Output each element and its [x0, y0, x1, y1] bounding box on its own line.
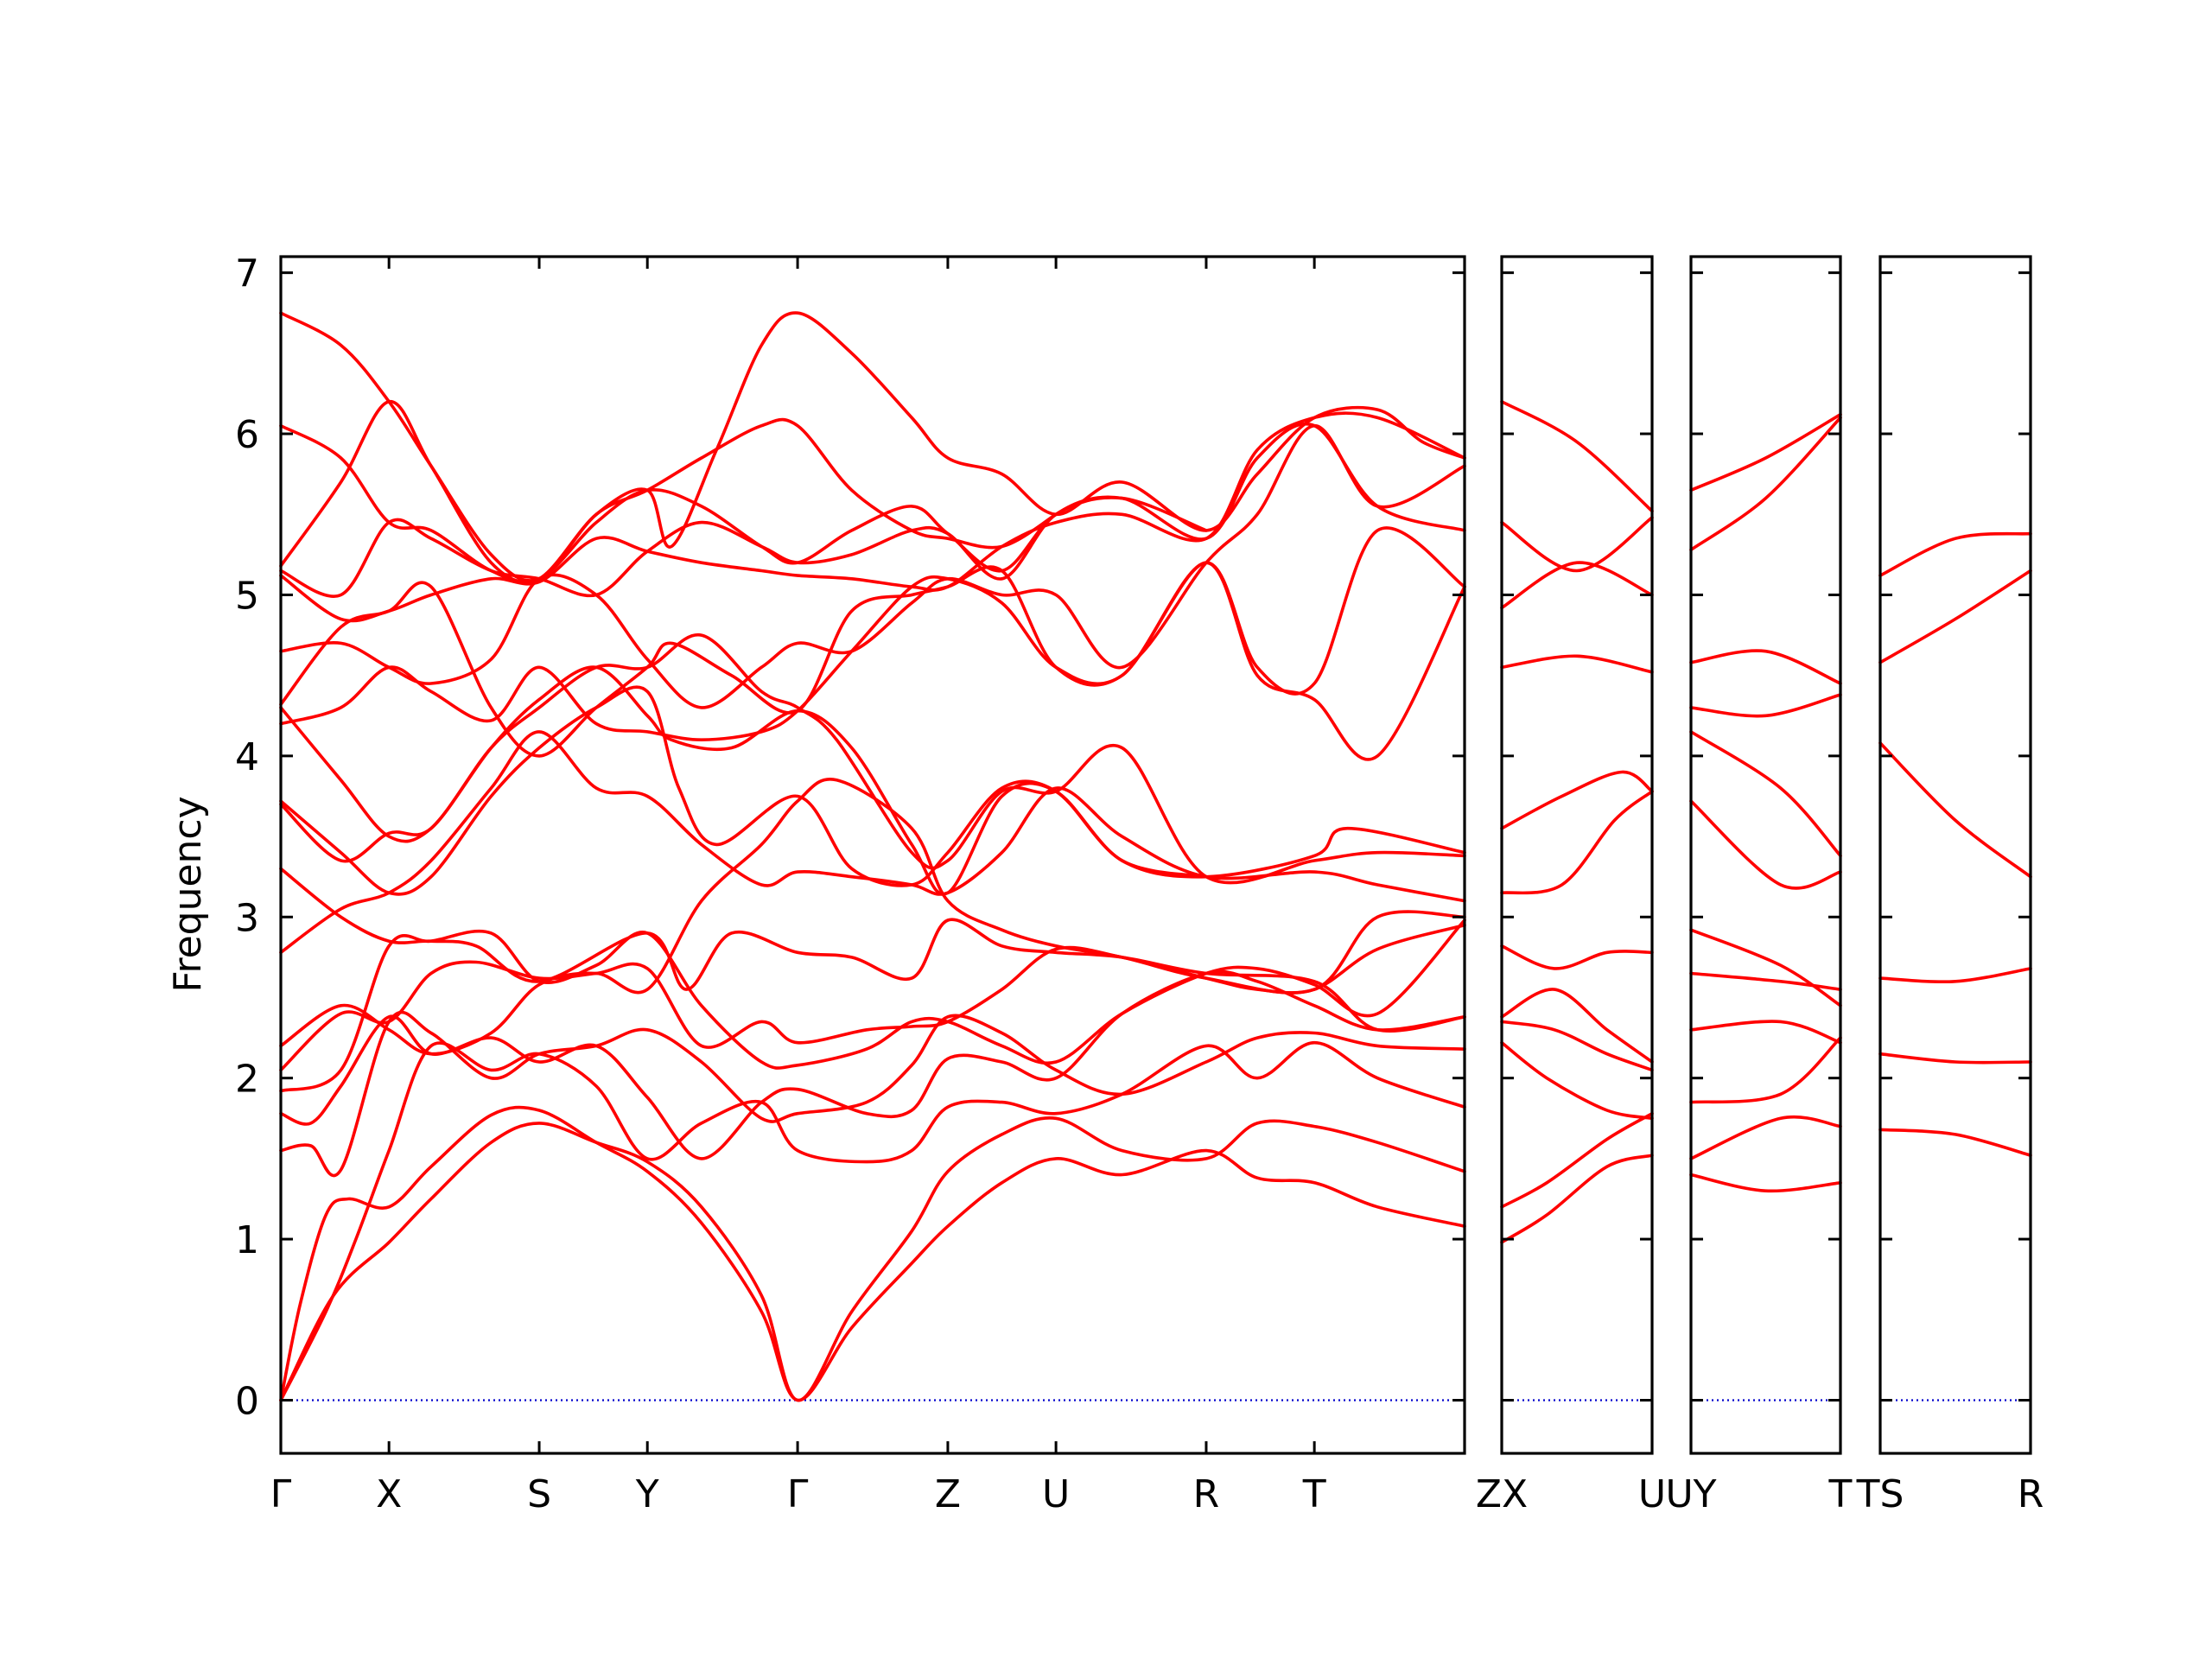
phonon-band-8 [279, 778, 1466, 1056]
panel-frame-4 [1878, 255, 2032, 1455]
phonon-band-24 [1500, 1040, 1654, 1121]
panel-frame-3 [1689, 255, 1842, 1455]
x-tick-label: R [1193, 1472, 1220, 1516]
y-axis-label: Frequency [166, 796, 210, 992]
phonon-band-4 [279, 1010, 1466, 1178]
phonon-band-3 [279, 1040, 1466, 1402]
phonon-band-2 [279, 1116, 1466, 1402]
x-tick-label: S [527, 1472, 551, 1516]
phonon-band-21 [279, 311, 1466, 582]
bands-layer [279, 311, 2032, 1402]
phonon-band-5 [279, 969, 1466, 1160]
phonon-band-38 [1689, 971, 1842, 991]
x-tick-label: Y [635, 1472, 659, 1516]
x-tick-label: R [2018, 1472, 2044, 1516]
y-tick-label: 7 [235, 252, 259, 296]
phonon-band-36 [1689, 1036, 1842, 1104]
phonon-band-50 [1878, 569, 2032, 664]
phonon-band-48 [1878, 967, 2032, 984]
phonon-band-14 [279, 561, 1466, 761]
phonon-band-47 [1878, 1052, 2032, 1065]
phonon-band-40 [1689, 799, 1842, 890]
x-tick-label: Z [935, 1472, 961, 1516]
x-tick-label: Γ [270, 1472, 292, 1516]
y-tick-label: 1 [235, 1218, 259, 1262]
phonon-band-16 [279, 423, 1466, 709]
x-tick-label: T [1302, 1472, 1326, 1516]
phonon-band-10 [279, 867, 1466, 1033]
phonon-band-22 [1500, 1154, 1654, 1244]
phonon-band-23 [1500, 1111, 1654, 1209]
phonon-band-17 [279, 411, 1466, 623]
phonon-band-37 [1689, 1020, 1842, 1045]
phonon-band-27 [1500, 944, 1654, 970]
phonon-band-35 [1689, 1115, 1842, 1160]
x-tick-label: Γ [787, 1472, 809, 1516]
phonon-band-32 [1500, 516, 1654, 573]
phonon-band-51 [1878, 531, 2032, 577]
phonon-band-1 [279, 1105, 1466, 1402]
phonon-band-46 [1878, 1128, 2032, 1157]
y-tick-label: 0 [235, 1379, 259, 1423]
x-tick-label: TS [1856, 1472, 1904, 1516]
phonon-band-49 [1878, 741, 2032, 879]
phonon-band-11 [279, 633, 1466, 885]
y-tick-label: 6 [235, 413, 259, 457]
phonon-band-30 [1500, 654, 1654, 674]
x-tick-label: T [1828, 1472, 1853, 1516]
x-tick-label: U [1042, 1472, 1070, 1516]
phonon-band-12 [279, 685, 1466, 896]
phonon-band-6 [279, 918, 1466, 1093]
phonon-band-42 [1689, 693, 1842, 718]
phonon-band-44 [1689, 416, 1842, 552]
phonon-band-18 [279, 423, 1466, 598]
frames-layer [279, 255, 2032, 1455]
x-tick-label: ZX [1476, 1472, 1528, 1516]
phonon-band-15 [279, 526, 1466, 758]
x-tick-label: UY [1665, 1472, 1716, 1516]
phonon-band-39 [1689, 928, 1842, 1007]
x-tick-label: X [376, 1472, 402, 1516]
y-tick-label: 2 [235, 1058, 259, 1102]
phonon-band-34 [1689, 1173, 1842, 1193]
phonon-band-19 [279, 399, 1208, 584]
panel-frame-1 [279, 255, 1466, 1455]
phonon-band-13 [279, 665, 1208, 896]
phonon-band-33 [1500, 400, 1654, 513]
phonon-band-20 [279, 417, 1058, 585]
phonon-band-45 [1689, 412, 1842, 493]
phonon-band-25 [1500, 1020, 1654, 1072]
phonon-band-28 [1500, 790, 1654, 895]
phonon-band-26 [1500, 988, 1654, 1064]
phonon-band-29 [1500, 770, 1654, 830]
x-tick-label: U [1638, 1472, 1666, 1516]
phonon-band-43 [1689, 649, 1842, 685]
y-tick-label: 5 [235, 574, 259, 618]
y-tick-label: 3 [235, 896, 259, 940]
panel-frame-2 [1500, 255, 1654, 1455]
phonon-band-41 [1689, 730, 1842, 858]
y-tick-label: 4 [235, 735, 259, 779]
phonon-band-31 [1500, 561, 1654, 610]
